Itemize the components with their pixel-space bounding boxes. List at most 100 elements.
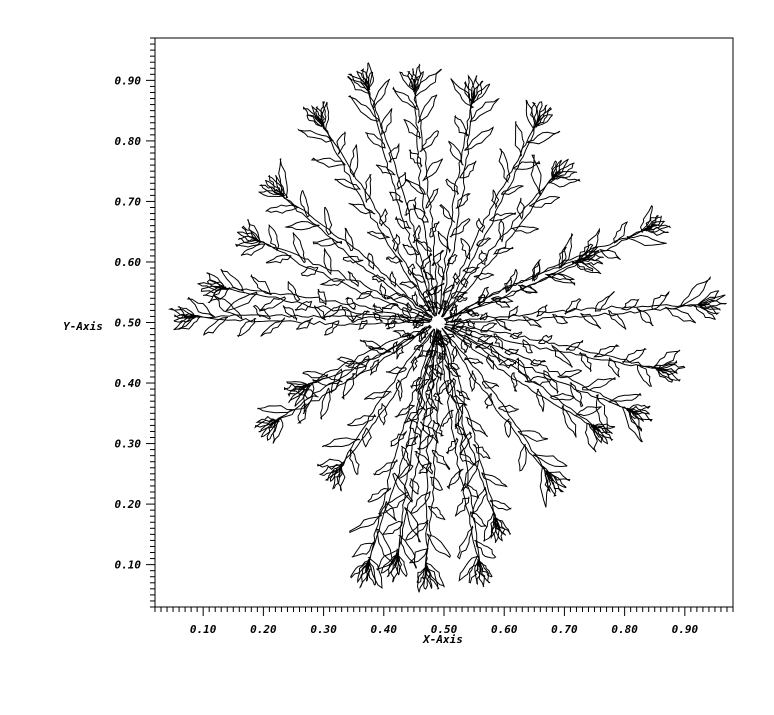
y-tick-label: 0.10 bbox=[115, 559, 142, 572]
dendrite-lobe bbox=[504, 348, 519, 356]
dendrite-lobe bbox=[697, 294, 726, 307]
dendrite-lobe bbox=[255, 415, 279, 424]
dendrite-lobe bbox=[698, 299, 728, 310]
dendrite-lobe bbox=[402, 243, 420, 256]
dendrite-lobe bbox=[439, 204, 456, 223]
x-tick-label: 0.30 bbox=[310, 623, 337, 636]
dendrite-lobe bbox=[429, 334, 436, 349]
dendrite-lobe bbox=[388, 142, 400, 163]
dendrite-lobe bbox=[380, 553, 399, 574]
dendrite-lobe bbox=[415, 239, 433, 252]
dendrite-lobe bbox=[456, 525, 474, 560]
dendrite-lobe bbox=[546, 273, 576, 286]
dendrite-lobe bbox=[415, 378, 431, 393]
dendrite-lobe bbox=[526, 130, 561, 145]
dendrite-lobe bbox=[405, 519, 429, 541]
dendrite-lobe bbox=[420, 289, 429, 300]
dendrite-lobe bbox=[490, 189, 500, 210]
dendrite-lobe bbox=[449, 217, 471, 238]
dendrite-lobe bbox=[297, 128, 335, 143]
dendrite-lobe bbox=[509, 331, 523, 340]
dendrite-lobe bbox=[357, 558, 371, 584]
x-tick-label: 0.80 bbox=[611, 623, 638, 636]
dendrite-lobe bbox=[259, 296, 287, 312]
dendrite-lobe bbox=[341, 373, 357, 401]
dendrite-lobe bbox=[437, 329, 482, 572]
dendrite-lobe bbox=[585, 227, 600, 258]
dendrite-lobe bbox=[367, 556, 383, 589]
dendrite-lobe bbox=[375, 164, 396, 176]
dendrite-lobe bbox=[463, 356, 484, 365]
dendrite-lobe bbox=[626, 234, 667, 247]
dendrite-lobe bbox=[450, 291, 469, 299]
y-tick-label: 0.50 bbox=[115, 317, 142, 330]
y-tick-label: 0.90 bbox=[115, 74, 142, 87]
dendrite-lobe bbox=[460, 459, 480, 492]
dendrite-lobe bbox=[440, 409, 454, 427]
dendrite-lobe bbox=[536, 106, 553, 128]
dendrite-lobe bbox=[558, 246, 567, 269]
dendrite-lobe bbox=[590, 424, 613, 435]
dendrite-lobe bbox=[267, 174, 285, 197]
dendrite-lobe bbox=[410, 491, 431, 514]
dendrite-lobe bbox=[636, 364, 653, 387]
dendrite-lobe bbox=[392, 329, 413, 339]
dendrite-lobe bbox=[458, 160, 477, 179]
dendrite-lobe bbox=[413, 344, 424, 352]
dendrite-lobe bbox=[319, 101, 327, 127]
dendrite-lobe bbox=[498, 218, 505, 243]
dendrite-lobe bbox=[518, 443, 527, 472]
dendrite-lobe bbox=[324, 465, 343, 481]
dendrite-lobe bbox=[319, 277, 346, 287]
dendrite-lobe bbox=[665, 306, 697, 324]
dendrite-lobe bbox=[538, 334, 553, 345]
dendrite-lobe bbox=[225, 291, 258, 312]
dendrite-lobe bbox=[420, 252, 433, 271]
dendrite-lobe bbox=[656, 360, 678, 371]
dendrite-lobe bbox=[411, 291, 419, 307]
dendrite-lobe bbox=[241, 225, 261, 243]
dendrite-lobe bbox=[412, 224, 421, 243]
dendrite-lobe bbox=[367, 558, 376, 586]
dendrite-lobe bbox=[427, 505, 446, 521]
dendrite-lobe bbox=[379, 208, 388, 227]
dendrite-lobe bbox=[394, 404, 415, 418]
dendrite-lobe bbox=[462, 266, 481, 274]
dendrite-lobe bbox=[414, 68, 442, 97]
dendrite-lobe bbox=[636, 307, 654, 327]
dendrite-lobe bbox=[481, 472, 508, 488]
dendrite-lobe bbox=[591, 423, 603, 444]
dendrite-lobe bbox=[350, 310, 370, 323]
dendrite-lobe bbox=[465, 319, 476, 329]
dendrite-lobe bbox=[454, 114, 470, 137]
dendrite-lobe bbox=[407, 263, 416, 277]
dendrite-lobe bbox=[412, 203, 429, 223]
dendrite-lobe bbox=[552, 158, 569, 181]
dendrite-lobe bbox=[380, 108, 393, 135]
dendrite-lobe bbox=[348, 202, 376, 215]
dendrite-lobe bbox=[284, 382, 310, 392]
dendrite-lobe bbox=[321, 437, 361, 448]
dendrite-lobe bbox=[472, 444, 491, 459]
dendrite-lobe bbox=[462, 333, 473, 349]
dendrite-lobe bbox=[474, 560, 482, 585]
dendrite-lobe bbox=[252, 304, 272, 320]
dendrite-lobe bbox=[424, 377, 437, 393]
x-tick-label: 0.40 bbox=[371, 623, 398, 636]
dendrite-lobe bbox=[346, 75, 371, 95]
dendrite-lobe bbox=[644, 226, 669, 236]
dendrite-lobe bbox=[292, 232, 306, 264]
dendrite-lobe bbox=[551, 162, 575, 179]
dendrite-lobe bbox=[621, 298, 640, 311]
dendrite-lobe bbox=[386, 553, 399, 578]
dendrite-lobe bbox=[559, 232, 574, 269]
dendrite-lobe bbox=[397, 313, 410, 324]
dendrite-lobe bbox=[442, 284, 455, 297]
dendrite-lobe bbox=[557, 369, 583, 379]
dendrite-lobe bbox=[386, 320, 398, 330]
dendrite-lobe bbox=[493, 333, 503, 350]
dendrite-lobe bbox=[452, 272, 461, 285]
dendrite-lobe bbox=[265, 254, 292, 264]
dendrite-lobe bbox=[438, 347, 447, 365]
dendrite-lobe bbox=[471, 80, 484, 103]
